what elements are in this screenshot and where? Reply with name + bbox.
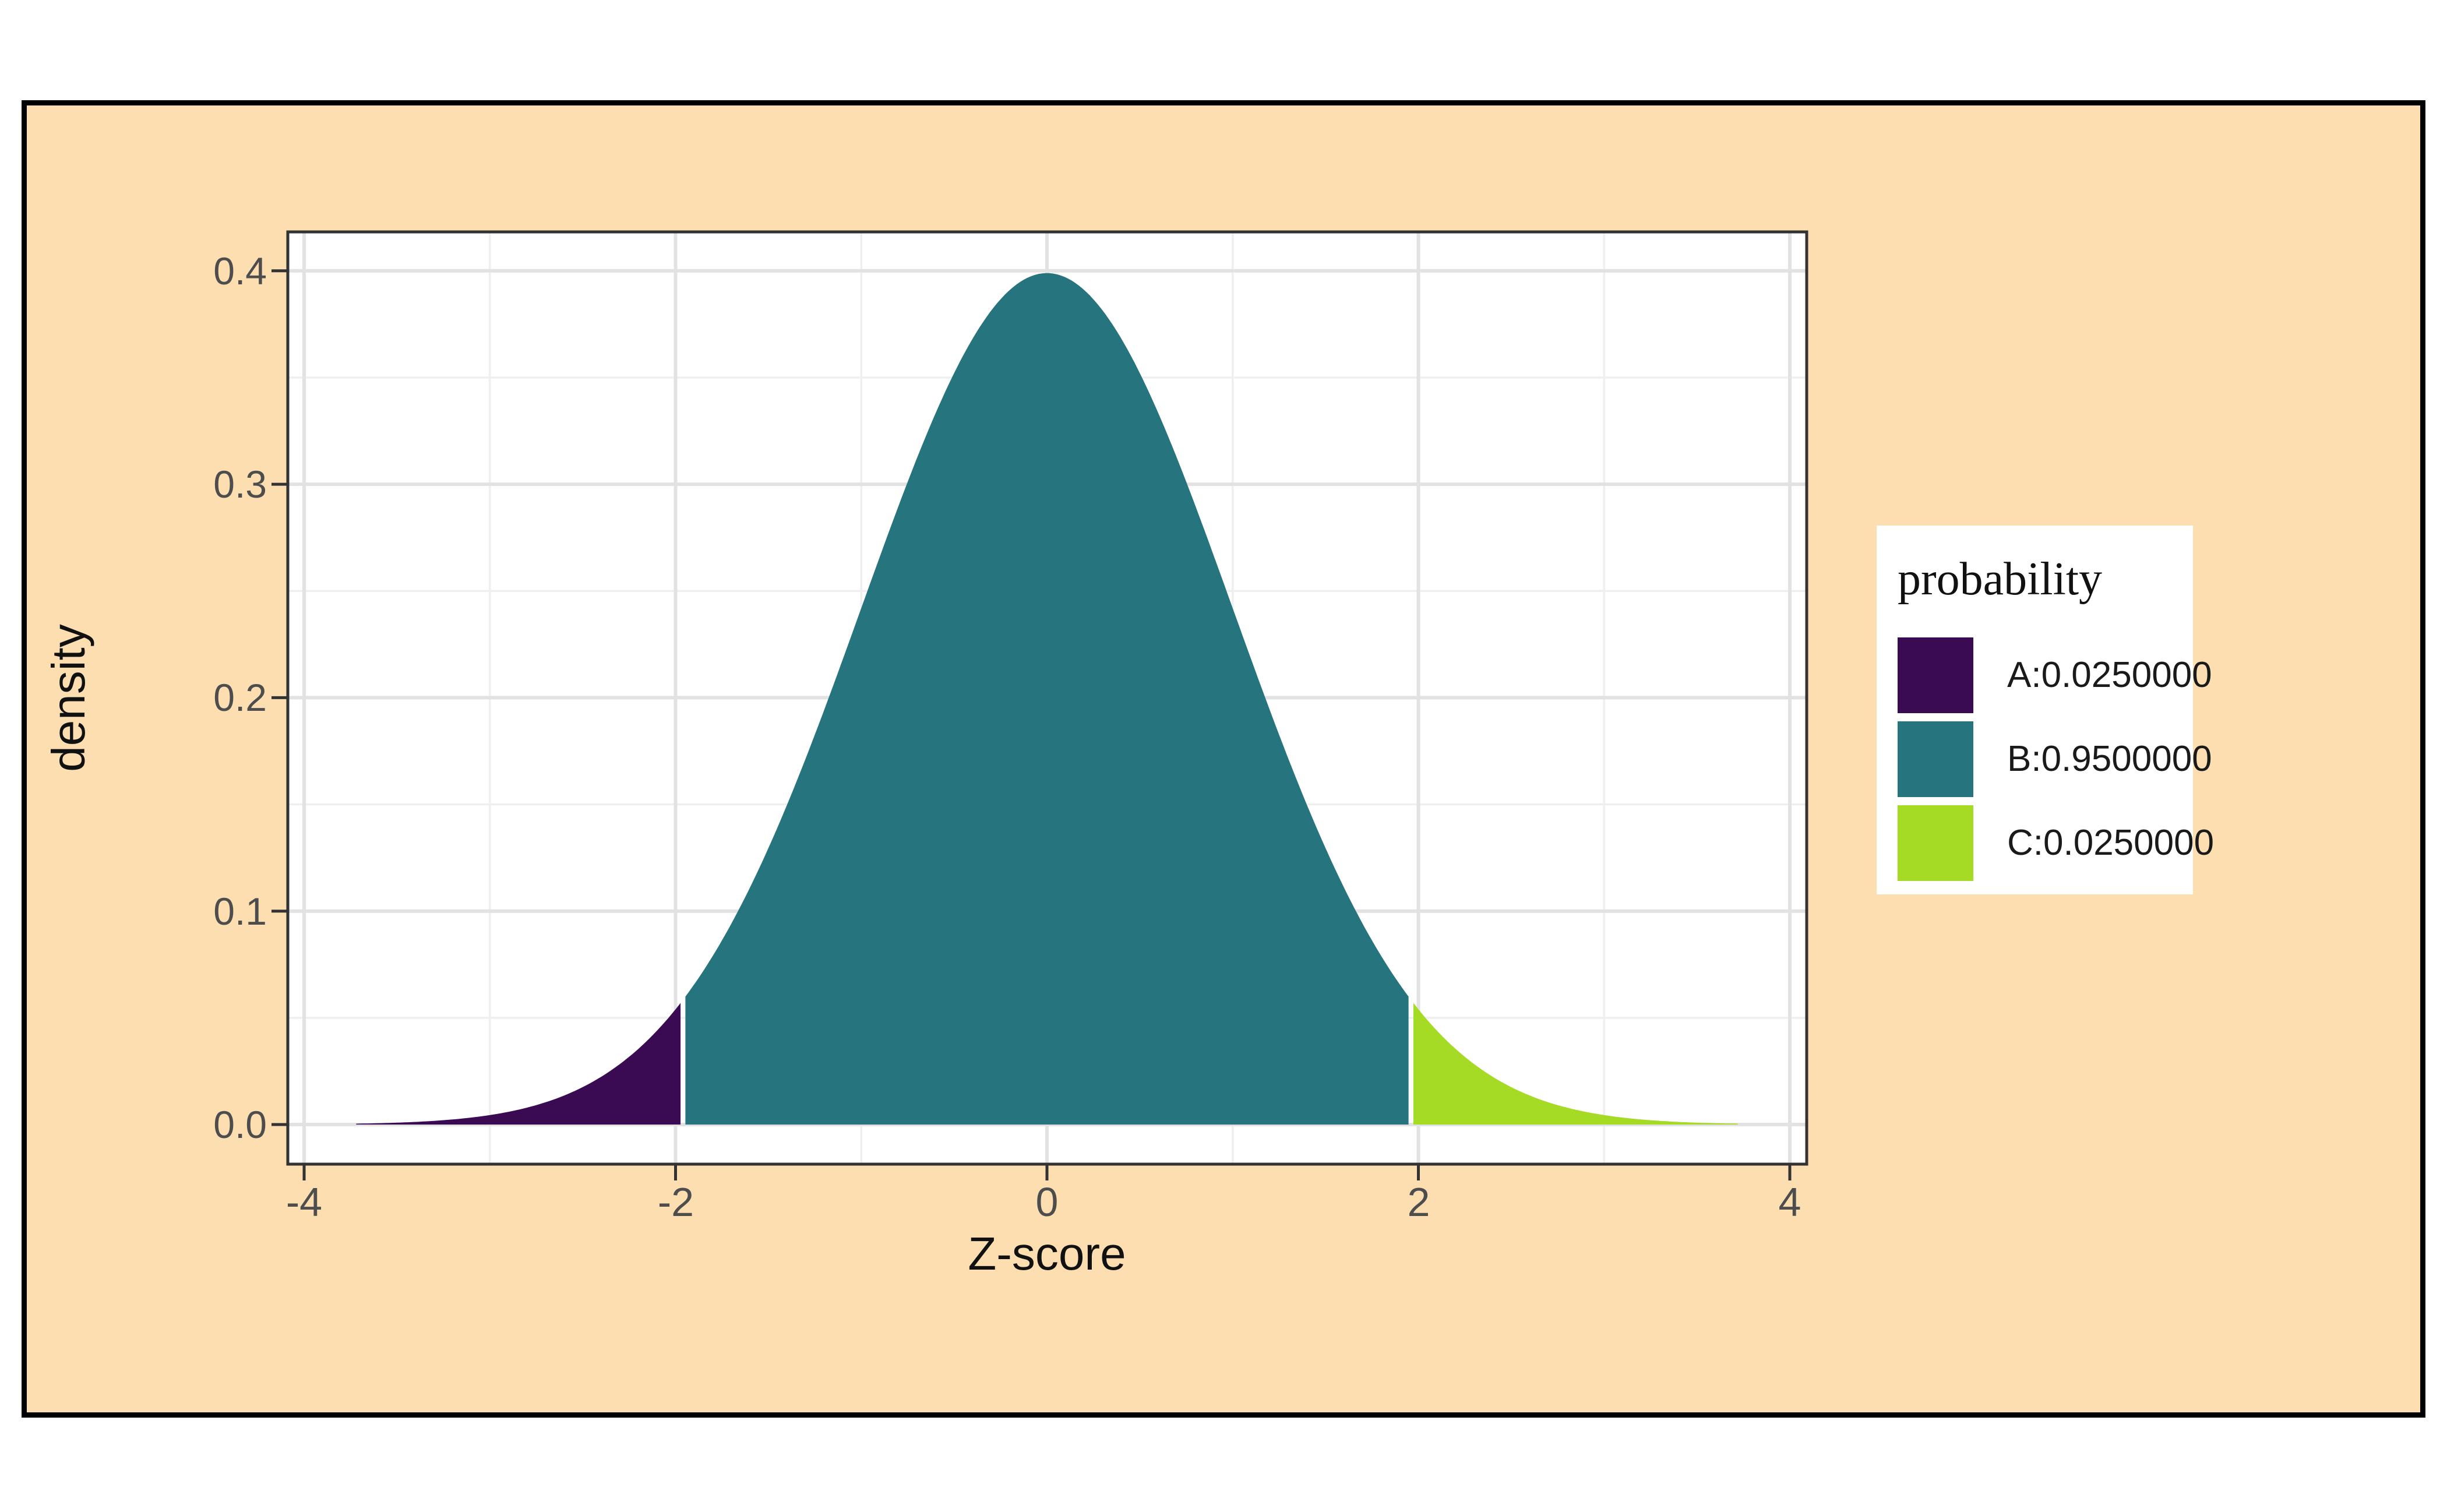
legend-label-C: C:0.0250000 xyxy=(2007,823,2215,863)
x-tick-label: -4 xyxy=(285,1179,323,1225)
legend-swatch-C xyxy=(1898,805,1973,881)
y-axis-title: density xyxy=(43,624,94,772)
legend: probability A:0.0250000 B:0.9500000 C:0.… xyxy=(1877,526,2214,894)
x-tick-label: 0 xyxy=(1035,1179,1059,1225)
legend-item-C: C:0.0250000 xyxy=(1898,805,2214,881)
legend-title: probability xyxy=(1898,554,2103,605)
legend-item-B: B:0.9500000 xyxy=(1898,721,2214,797)
y-tick-label: 0.0 xyxy=(213,1103,267,1146)
region-C-area xyxy=(1413,1003,1738,1125)
y-tick-label: 0.2 xyxy=(213,676,267,719)
legend-swatch-A xyxy=(1898,637,1973,713)
x-tick-label: 4 xyxy=(1778,1179,1801,1225)
legend-item-A: A:0.0250000 xyxy=(1898,637,2214,713)
x-axis-title: Z-score xyxy=(968,1228,1126,1280)
legend-label-B: B:0.9500000 xyxy=(2007,739,2212,779)
legend-swatch-B xyxy=(1898,721,1973,797)
region-B-area xyxy=(685,273,1409,1125)
y-tick-label: 0.3 xyxy=(213,463,267,506)
region-A-area xyxy=(356,1003,681,1125)
legend-rows: A:0.0250000 B:0.9500000 C:0.0250000 xyxy=(1898,637,2214,889)
y-tick-label: 0.1 xyxy=(213,890,267,933)
x-tick-label: 2 xyxy=(1407,1179,1430,1225)
x-tick-label: -2 xyxy=(657,1179,694,1225)
panel-border xyxy=(286,230,1808,1166)
y-tick-label: 0.4 xyxy=(213,249,267,292)
legend-label-A: A:0.0250000 xyxy=(2007,655,2212,695)
